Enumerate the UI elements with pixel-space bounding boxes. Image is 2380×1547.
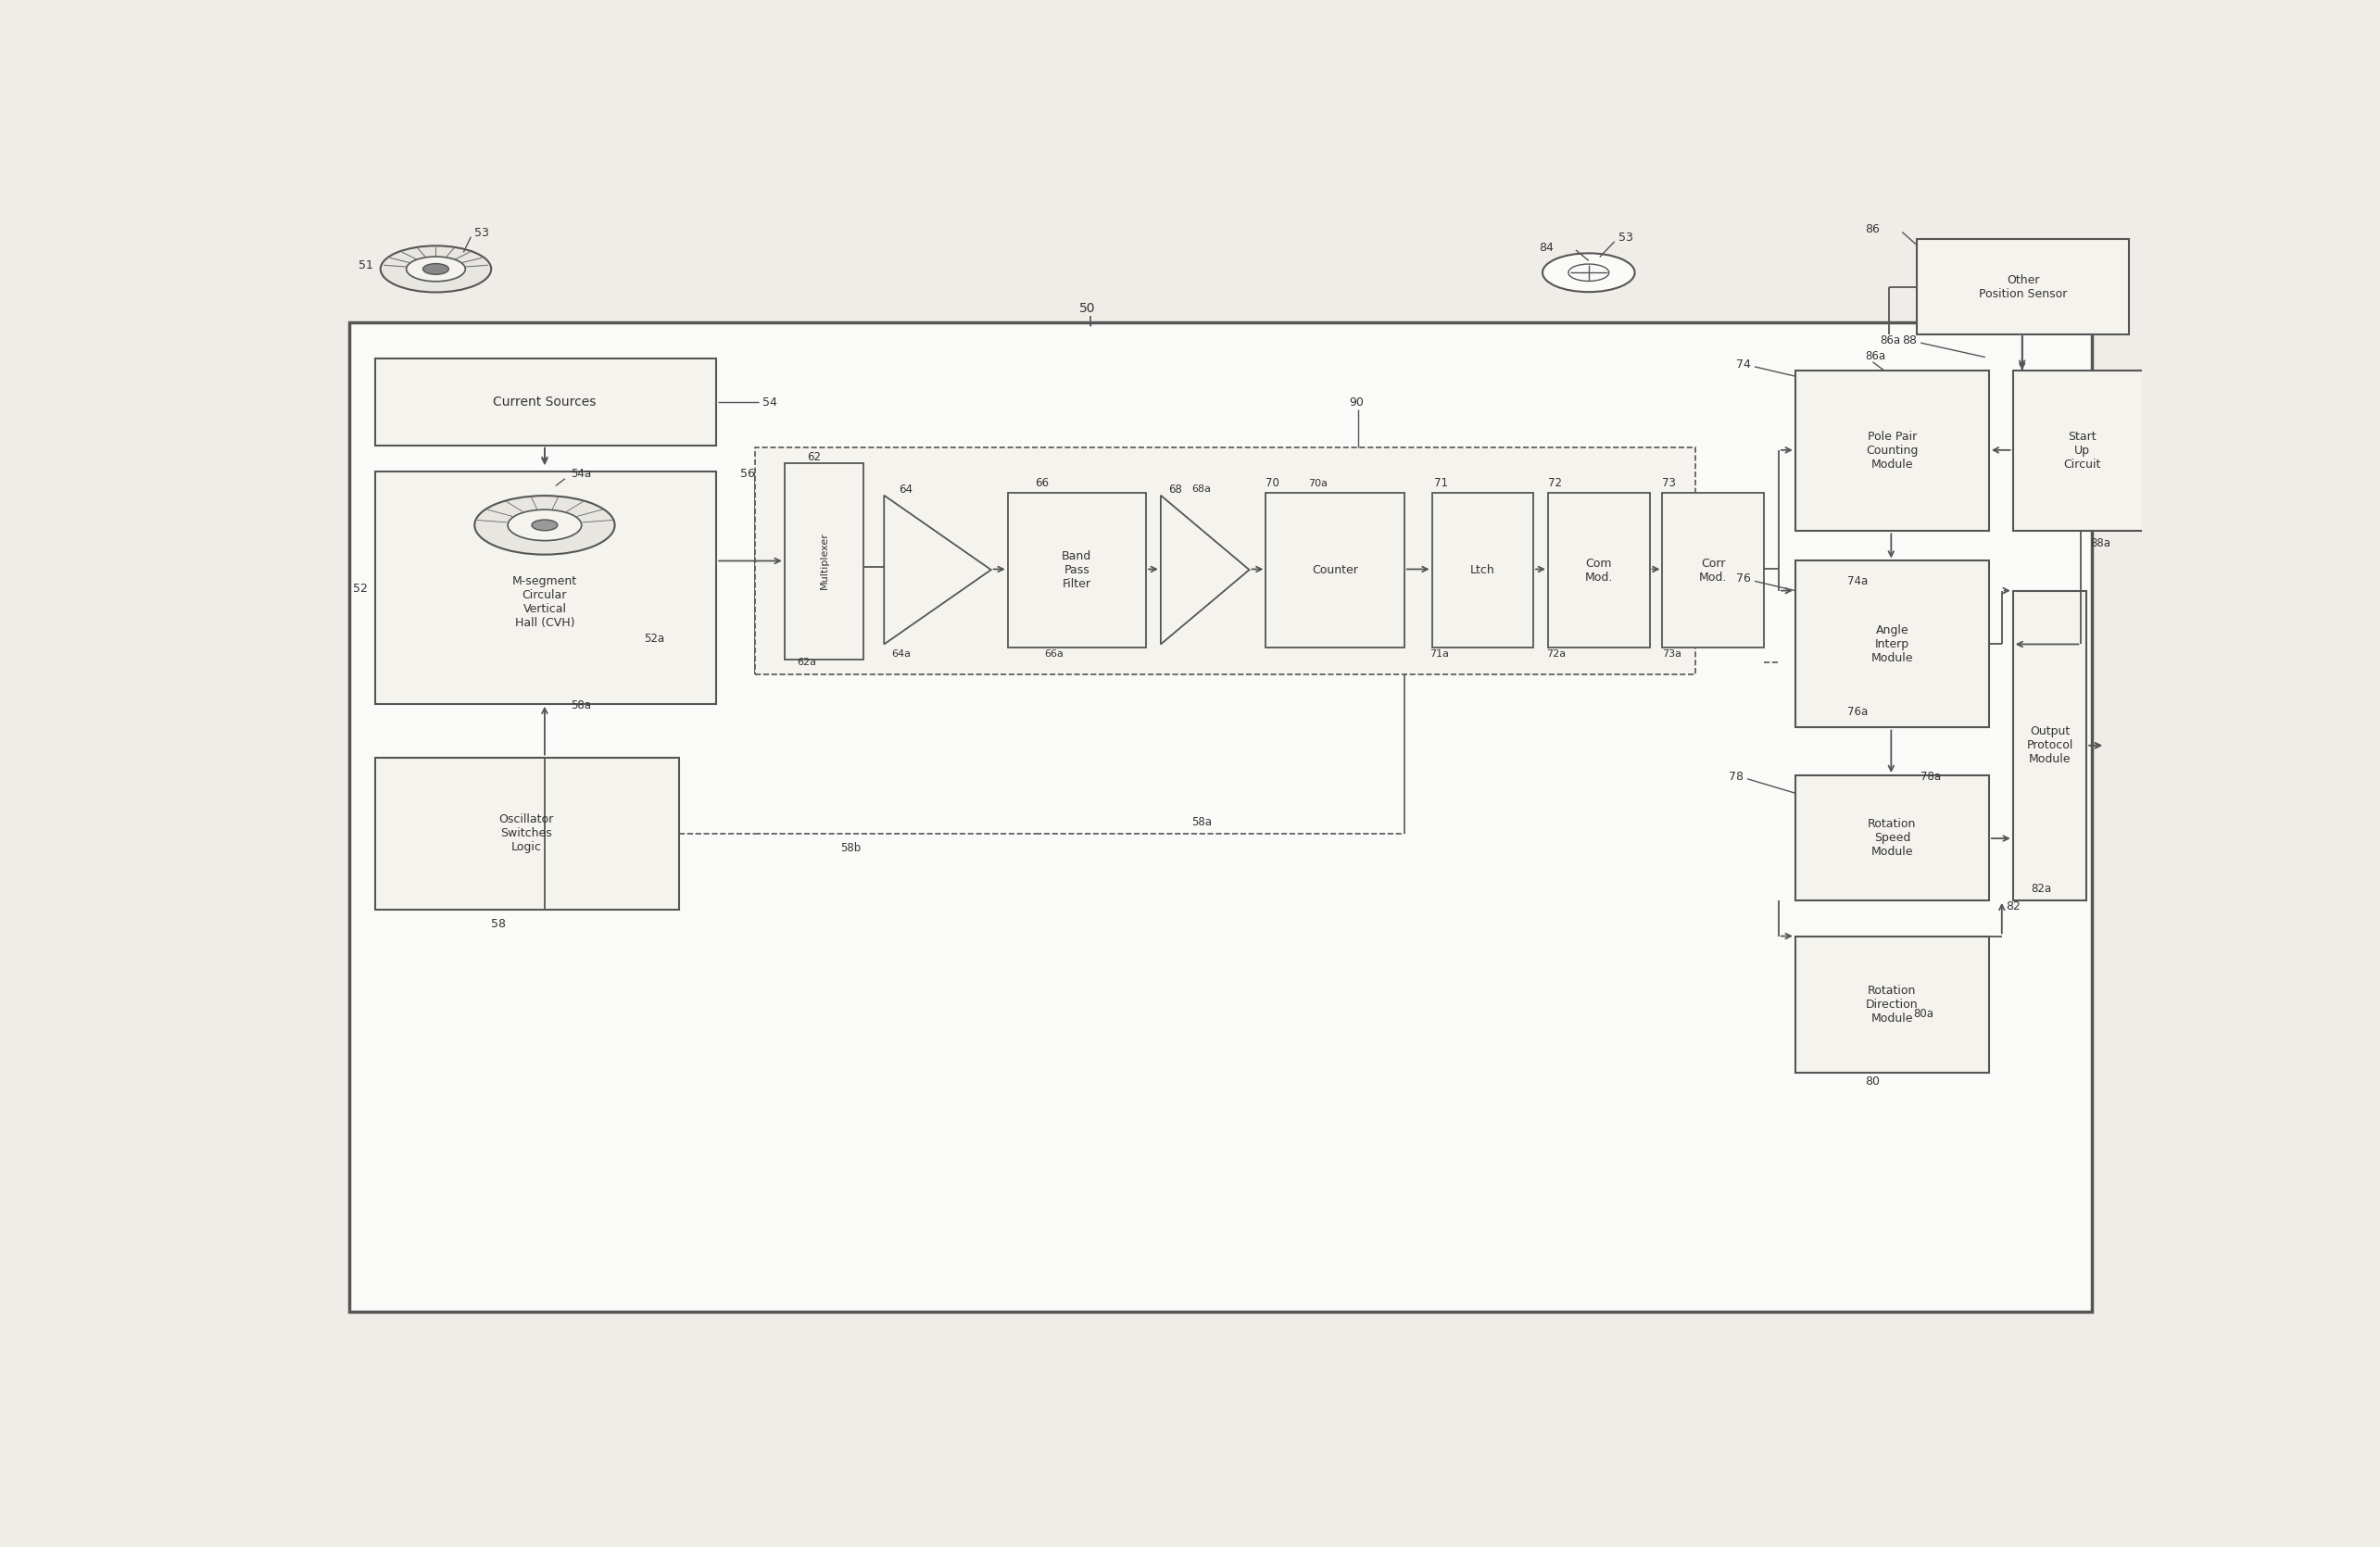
Text: Band
Pass
Filter: Band Pass Filter <box>1061 551 1092 591</box>
Text: 58a: 58a <box>571 699 590 712</box>
Bar <box>1916 240 2130 334</box>
Bar <box>1795 936 1990 1074</box>
Text: 82a: 82a <box>2030 882 2052 894</box>
Bar <box>2013 591 2087 900</box>
Text: Corr
Mod.: Corr Mod. <box>1699 557 1728 583</box>
Text: 62a: 62a <box>797 657 816 667</box>
Polygon shape <box>1161 495 1250 644</box>
Text: 78: 78 <box>1728 770 1745 783</box>
Text: 51: 51 <box>359 260 374 271</box>
Bar <box>1795 370 1990 531</box>
Text: 56: 56 <box>740 467 754 480</box>
Text: 88a: 88a <box>2090 537 2111 549</box>
Text: 64a: 64a <box>892 650 912 659</box>
Bar <box>376 758 678 910</box>
Text: 90: 90 <box>1349 396 1364 408</box>
Text: 58: 58 <box>490 919 507 930</box>
Text: Current Sources: Current Sources <box>493 396 597 408</box>
Text: M-segment
Circular
Vertical
Hall (CVH): M-segment Circular Vertical Hall (CVH) <box>512 575 576 630</box>
Text: 53: 53 <box>1618 232 1633 244</box>
Text: 68: 68 <box>1169 483 1183 495</box>
Text: 70: 70 <box>1266 478 1280 489</box>
Text: 74: 74 <box>1737 359 1752 370</box>
Ellipse shape <box>1542 254 1635 292</box>
Text: 86a: 86a <box>1880 334 1902 347</box>
Text: 72: 72 <box>1547 478 1561 489</box>
Text: 71a: 71a <box>1430 650 1449 659</box>
Polygon shape <box>883 495 990 644</box>
Text: Start
Up
Circuit: Start Up Circuit <box>2063 430 2102 470</box>
Text: 73a: 73a <box>1661 650 1683 659</box>
Ellipse shape <box>407 257 466 282</box>
Text: 76: 76 <box>1737 572 1752 585</box>
Bar <box>376 472 716 704</box>
Text: 80a: 80a <box>1914 1007 1933 1019</box>
Text: 88: 88 <box>1902 334 1916 347</box>
Text: 84: 84 <box>1540 241 1554 254</box>
Text: 58b: 58b <box>840 842 862 854</box>
Bar <box>1795 562 1990 727</box>
Text: 66: 66 <box>1035 478 1050 489</box>
Bar <box>1007 493 1147 648</box>
Text: 68a: 68a <box>1192 484 1211 493</box>
Text: 76a: 76a <box>1847 705 1868 718</box>
Text: 78a: 78a <box>1921 770 1942 783</box>
Text: 52a: 52a <box>645 633 664 644</box>
Text: Rotation
Speed
Module: Rotation Speed Module <box>1868 818 1916 857</box>
Bar <box>376 359 716 446</box>
Text: Rotation
Direction
Module: Rotation Direction Module <box>1866 985 1918 1024</box>
Text: 71: 71 <box>1433 478 1447 489</box>
Bar <box>785 463 864 659</box>
Text: 73: 73 <box>1661 478 1676 489</box>
Text: 52: 52 <box>352 582 367 594</box>
Text: Multiplexer: Multiplexer <box>819 532 828 589</box>
Bar <box>1547 493 1649 648</box>
Text: 53: 53 <box>474 227 490 240</box>
Text: Com
Mod.: Com Mod. <box>1585 557 1614 583</box>
Text: 74a: 74a <box>1847 575 1868 588</box>
Text: Other
Position Sensor: Other Position Sensor <box>1978 274 2068 300</box>
Ellipse shape <box>1568 265 1609 282</box>
Text: 86a: 86a <box>1866 350 1885 362</box>
Ellipse shape <box>381 246 490 292</box>
Text: Oscillator
Switches
Logic: Oscillator Switches Logic <box>500 814 555 854</box>
Text: 50: 50 <box>1081 302 1095 316</box>
Text: 70a: 70a <box>1309 480 1328 487</box>
Text: Ltch: Ltch <box>1471 565 1495 577</box>
Bar <box>1661 493 1764 648</box>
Text: 82: 82 <box>2006 900 2021 913</box>
Ellipse shape <box>474 495 614 554</box>
Text: 54a: 54a <box>571 467 590 480</box>
Ellipse shape <box>531 520 557 531</box>
Text: 86: 86 <box>1866 224 1880 235</box>
Text: 54: 54 <box>762 396 776 408</box>
Bar <box>350 323 2092 1312</box>
Text: 62: 62 <box>807 452 821 463</box>
Bar <box>2013 370 2152 531</box>
Text: Pole Pair
Counting
Module: Pole Pair Counting Module <box>1866 430 1918 470</box>
Text: 64: 64 <box>900 483 912 495</box>
Text: 72a: 72a <box>1547 650 1566 659</box>
Text: Angle
Interp
Module: Angle Interp Module <box>1871 625 1914 664</box>
Bar <box>1795 775 1990 900</box>
Text: Counter: Counter <box>1311 565 1359 577</box>
Ellipse shape <box>507 509 581 540</box>
Text: 58a: 58a <box>1190 815 1211 828</box>
Ellipse shape <box>424 263 450 274</box>
Bar <box>754 447 1695 674</box>
Bar <box>1266 493 1404 648</box>
Text: 66a: 66a <box>1045 650 1064 659</box>
Text: 80: 80 <box>1866 1075 1880 1088</box>
Text: Output
Protocol
Module: Output Protocol Module <box>2025 726 2073 766</box>
Bar <box>1433 493 1533 648</box>
